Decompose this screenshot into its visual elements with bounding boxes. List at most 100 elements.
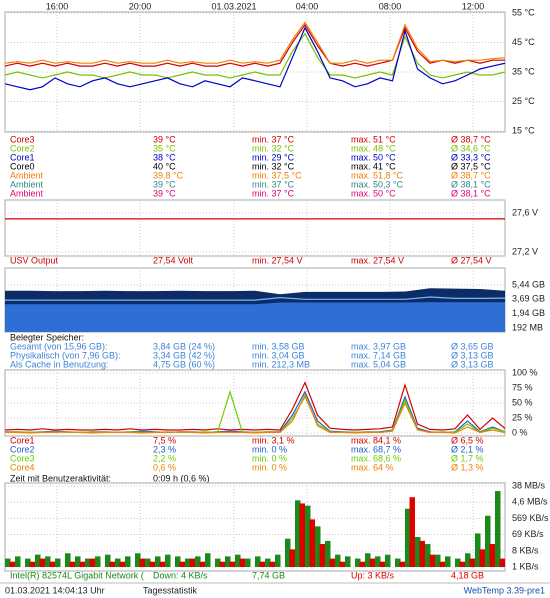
rate-bar [459, 561, 465, 567]
series-line [5, 23, 505, 67]
rate-bar [495, 491, 501, 567]
reading-avg: Ø 1,7 % [451, 453, 484, 463]
y-tick-label: 69 KB/s [512, 529, 544, 539]
rate-bar [109, 561, 115, 567]
plot-area [4, 199, 506, 257]
y-tick-label: 50 % [512, 397, 533, 407]
rate-bar [205, 553, 211, 567]
rate-bar [15, 556, 21, 567]
reading-avg: Ø 38,7 °C [451, 134, 491, 144]
rate-bar [145, 558, 151, 567]
rate-bar [25, 558, 31, 567]
plot-marks [5, 381, 505, 434]
y-tick-label: 38 MB/s [512, 480, 546, 490]
reading-avg: Ø 2,1 % [451, 444, 484, 454]
reading-avg: Ø 37,5 °C [451, 161, 491, 171]
section-heading: Belegter Speicher: [10, 332, 84, 342]
reading-min: min. 0 % [252, 462, 287, 472]
rate-bar [499, 558, 505, 567]
reading-max: max. 84,1 % [351, 435, 401, 445]
series-line [5, 32, 505, 79]
rate-bar [219, 561, 225, 567]
rate-bar [385, 554, 391, 567]
rate-bar [29, 561, 35, 567]
rate-bar [149, 561, 155, 567]
time-label: 20:00 [129, 1, 152, 11]
reading-current: 0,6 % [153, 462, 176, 472]
reading-avg: Ø 38,1 °C [451, 179, 491, 189]
reading-avg: Ø 1,3 % [451, 462, 484, 472]
time-label: 08:00 [379, 1, 402, 11]
rate-bar [415, 537, 421, 567]
rate-bar [239, 558, 245, 567]
rate-bar [49, 561, 55, 567]
rate-bar [305, 505, 311, 567]
reading-current: 2,3 % [153, 444, 176, 454]
note-label: Zeit mit Benutzeraktivität: [10, 473, 111, 483]
rate-bar [229, 561, 235, 567]
reading-name: Core3 [10, 453, 35, 463]
reading-current: 3,84 GB (24 %) [153, 341, 215, 351]
rate-bar [485, 515, 491, 567]
reading-max: max. 48 °C [351, 143, 396, 153]
rate-bar [9, 561, 15, 567]
rate-bar [345, 556, 351, 567]
rate-bar [195, 556, 201, 567]
reading-avg: Ø 3,65 GB [451, 341, 494, 351]
reading-max: max. 5,04 GB [351, 359, 406, 369]
rate-bar [69, 561, 75, 567]
rate-bar [299, 503, 305, 567]
rate-bar [275, 554, 281, 567]
reading-max: max. 51 °C [351, 134, 396, 144]
reading-name: Physikalisch (von 7,96 GB): [10, 350, 121, 360]
rate-bar [455, 558, 461, 567]
rate-bar [105, 554, 111, 567]
y-tick-label: 5,44 GB [512, 279, 545, 289]
reading-min: min. 37 °C [252, 134, 295, 144]
reading-current: 35 °C [153, 143, 176, 153]
rate-bar [265, 558, 271, 567]
total: 4,18 GB [451, 570, 484, 580]
reading-name: USV Output [10, 255, 59, 265]
rate-bar [215, 558, 221, 567]
plot-marks [5, 21, 505, 91]
rate-bar [159, 561, 165, 567]
rate-bar [309, 519, 315, 567]
rate-bar [329, 558, 335, 567]
plot-marks [5, 491, 505, 567]
version-link[interactable]: WebTemp 3.39-pre1 [464, 585, 545, 595]
reading-min: min. 3,1 % [252, 435, 295, 445]
rate-bar [95, 556, 101, 567]
rate-bar [225, 556, 231, 567]
reading-avg: Ø 3,13 GB [451, 350, 494, 360]
reading-name: Ambient [10, 188, 44, 198]
rate-bar [139, 558, 145, 567]
memory-area [5, 302, 505, 332]
y-tick-label: 27,6 V [512, 207, 538, 217]
reading-max: max. 41 °C [351, 161, 396, 171]
reading-max: max. 3,97 GB [351, 341, 406, 351]
y-tick-label: 8 KB/s [512, 545, 539, 555]
adapter-name: Intel(R) 82574L Gigabit Network ( [10, 570, 144, 580]
reading-name: Core1 [10, 435, 35, 445]
reading-max: max. 68,6 % [351, 453, 401, 463]
rate-bar [245, 558, 251, 567]
reading-name: Core2 [10, 143, 35, 153]
rate-bar [395, 558, 401, 567]
reading-current: 39 °C [153, 179, 176, 189]
rate-bar [399, 561, 405, 567]
series-line [5, 21, 505, 64]
reading-avg: Ø 33,3 °C [451, 152, 491, 162]
rate-bar [199, 561, 205, 567]
rate-bar [85, 558, 91, 567]
reading-max: max. 51,8 °C [351, 170, 404, 180]
reading-name: Core2 [10, 444, 35, 454]
rate-bar [479, 549, 485, 567]
reading-current: 7,5 % [153, 435, 176, 445]
day-statistics-link[interactable]: Tagesstatistik [143, 585, 198, 595]
timestamp: 01.03.2021 14:04:13 Uhr [5, 585, 105, 595]
y-tick-label: 100 % [512, 367, 538, 377]
rate-bar [315, 526, 321, 567]
reading-min: min. 3,58 GB [252, 341, 305, 351]
